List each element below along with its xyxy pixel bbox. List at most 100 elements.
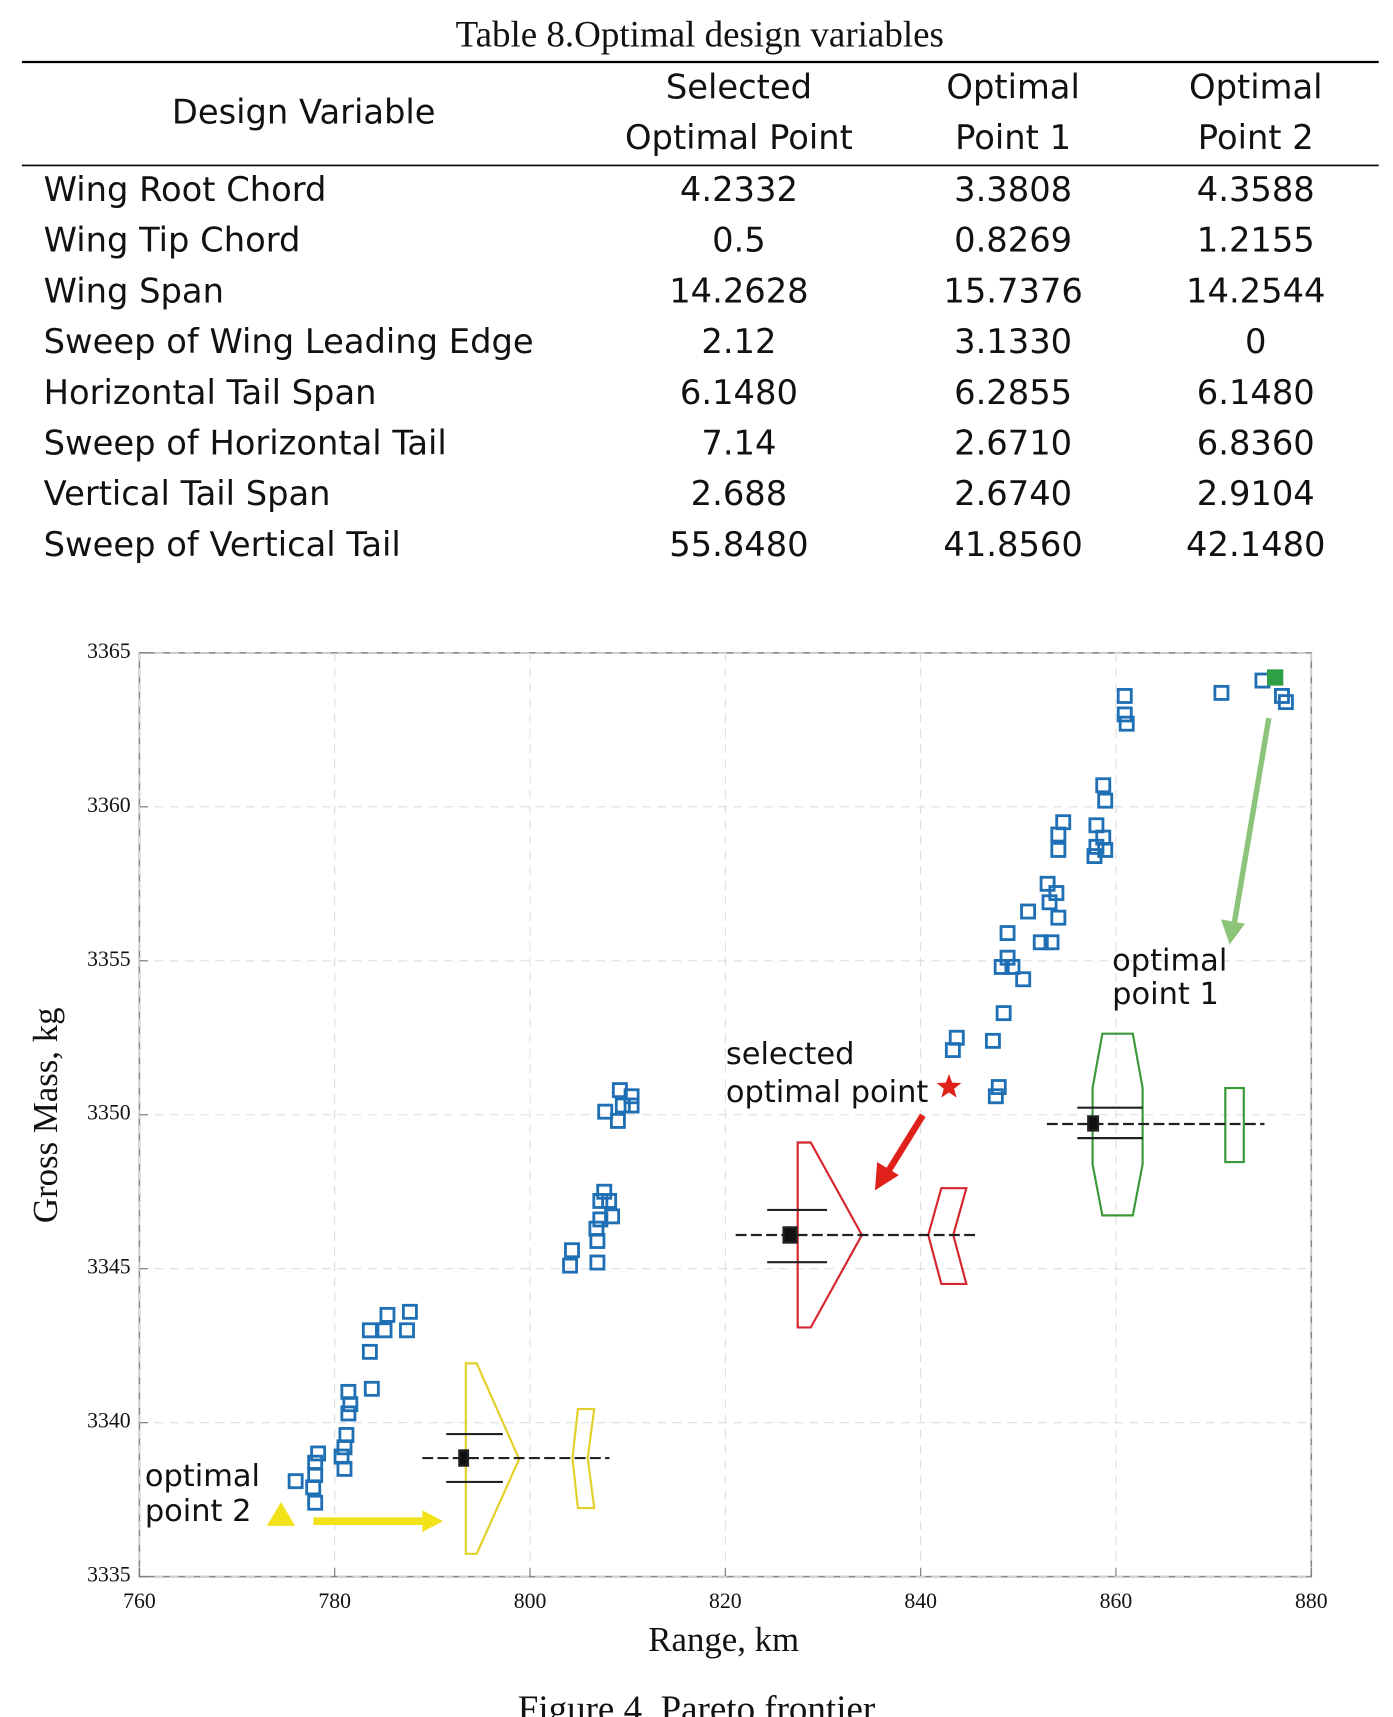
table-cell: 1.2155: [1197, 221, 1315, 260]
table-cell: 15.7376: [943, 271, 1082, 310]
selected-optimal-point: [936, 1073, 962, 1098]
y-tick-label: 3335: [87, 1563, 131, 1587]
aircraft-sketches: [313, 717, 1272, 1555]
pareto-point: [1055, 814, 1072, 831]
x-tick-label: 760: [123, 1589, 156, 1613]
y-axis-label: Gross Mass, kg: [26, 1008, 65, 1224]
x-tick-label: 780: [318, 1589, 351, 1613]
pareto-point: [305, 1479, 322, 1496]
pareto-point: [1277, 694, 1294, 711]
y-tick-label: 3365: [87, 639, 131, 663]
table-cell: 55.8480: [669, 525, 808, 564]
row-label: Horizontal Tail Span: [44, 373, 377, 412]
table-cell: 2.9104: [1197, 474, 1315, 513]
pareto-point: [623, 1097, 640, 1114]
pareto-point: [601, 1193, 618, 1209]
pareto-point: [1097, 792, 1114, 809]
x-tick-label: 840: [904, 1589, 937, 1613]
fuselage-point-2: [422, 1433, 610, 1484]
table-cell: 4.3588: [1197, 170, 1315, 209]
pareto-point: [999, 925, 1016, 942]
table-cell: 14.2628: [669, 271, 808, 310]
row-label: Sweep of Horizontal Tail: [44, 424, 447, 463]
table-cell: 2.688: [691, 474, 788, 513]
y-tick-label: 3340: [87, 1409, 131, 1433]
pareto-point: [1095, 777, 1112, 794]
aircraft-point-2: [464, 1362, 596, 1555]
table-cell: 41.8560: [943, 525, 1082, 564]
pareto-point: [361, 1343, 378, 1360]
pareto-point: [1039, 875, 1056, 892]
pareto-point: [597, 1103, 614, 1120]
pareto-point: [1118, 715, 1135, 732]
pareto-point: [1041, 894, 1058, 911]
pareto-point: [307, 1454, 324, 1471]
pareto-point: [1015, 971, 1032, 988]
pareto-point: [588, 1220, 605, 1237]
figure-caption: Figure 4. Pareto frontier: [518, 1689, 875, 1717]
pareto-point: [990, 1079, 1007, 1095]
x-tick-label: 860: [1100, 1589, 1133, 1613]
row-label: Wing Span: [44, 271, 224, 310]
pareto-point: [1050, 841, 1067, 858]
table-cell: 6.8360: [1197, 424, 1315, 463]
y-tick-label: 3350: [87, 1101, 131, 1125]
pareto-point: [592, 1193, 609, 1209]
table-header: Point 2: [1198, 118, 1314, 157]
y-tick-label: 3355: [87, 947, 131, 971]
pareto-point: [342, 1396, 359, 1413]
pareto-point: [1116, 706, 1133, 723]
table-cell: 0.8269: [954, 221, 1072, 260]
table-caption: Table 8.Optimal design variables: [456, 15, 944, 56]
table-cell: 0: [1245, 322, 1266, 361]
annotation: optimal: [1112, 943, 1227, 978]
table-header: Optimal: [1189, 68, 1322, 107]
table-header: Selected: [666, 68, 812, 107]
optimal-point-2: [266, 1501, 296, 1526]
annotation: selected: [726, 1037, 855, 1072]
arrows: [313, 717, 1272, 1533]
table-cell: 7.14: [701, 424, 776, 463]
table-cell: 42.1480: [1186, 525, 1325, 564]
table-header: Design Variable: [172, 93, 436, 132]
table-cell: 3.1330: [954, 322, 1072, 361]
pareto-point: [1050, 909, 1067, 926]
y-tick-label: 3345: [87, 1255, 131, 1279]
table-cell: 2.12: [701, 322, 776, 361]
table-cell: 6.1480: [680, 373, 798, 412]
pareto-point: [1043, 934, 1060, 951]
pareto-point: [310, 1445, 327, 1462]
pareto-point: [564, 1242, 580, 1259]
table-header: Point 1: [955, 118, 1071, 157]
annotation: point 1: [1112, 977, 1219, 1012]
pareto-point: [401, 1303, 418, 1320]
annotation: optimal point: [726, 1075, 929, 1110]
aircraft-point-1: [1091, 1032, 1245, 1217]
pareto-point: [307, 1494, 324, 1511]
pareto-point: [363, 1380, 380, 1397]
pareto-point: [1020, 903, 1037, 920]
x-axis-label: Range, km: [648, 1620, 799, 1659]
pareto-point: [361, 1322, 378, 1339]
row-label: Sweep of Wing Leading Edge: [44, 322, 534, 361]
x-tick-label: 800: [514, 1589, 547, 1613]
pareto-point: [287, 1473, 304, 1490]
pareto-point: [614, 1097, 631, 1114]
pareto-point: [1213, 684, 1230, 701]
grid: [138, 652, 1312, 1578]
pareto-point: [333, 1448, 350, 1465]
table-cell: 14.2544: [1186, 271, 1325, 310]
axis-labels: 760 780 800 820 840 860 880 3335 3340 3345 3350 335…: [87, 639, 1328, 1613]
pareto-point: [596, 1183, 613, 1200]
pareto-point: [611, 1082, 628, 1099]
pareto-point: [1116, 688, 1133, 704]
y-tick-label: 3360: [87, 793, 131, 817]
x-tick-label: 880: [1295, 1589, 1328, 1613]
annotation: optimal: [145, 1459, 260, 1494]
row-label: Vertical Tail Span: [44, 474, 331, 513]
fuselage-selected: [735, 1208, 980, 1264]
table-header: Optimal Point: [625, 118, 853, 157]
pareto-point: [340, 1405, 357, 1422]
row-label: Sweep of Vertical Tail: [44, 525, 401, 564]
